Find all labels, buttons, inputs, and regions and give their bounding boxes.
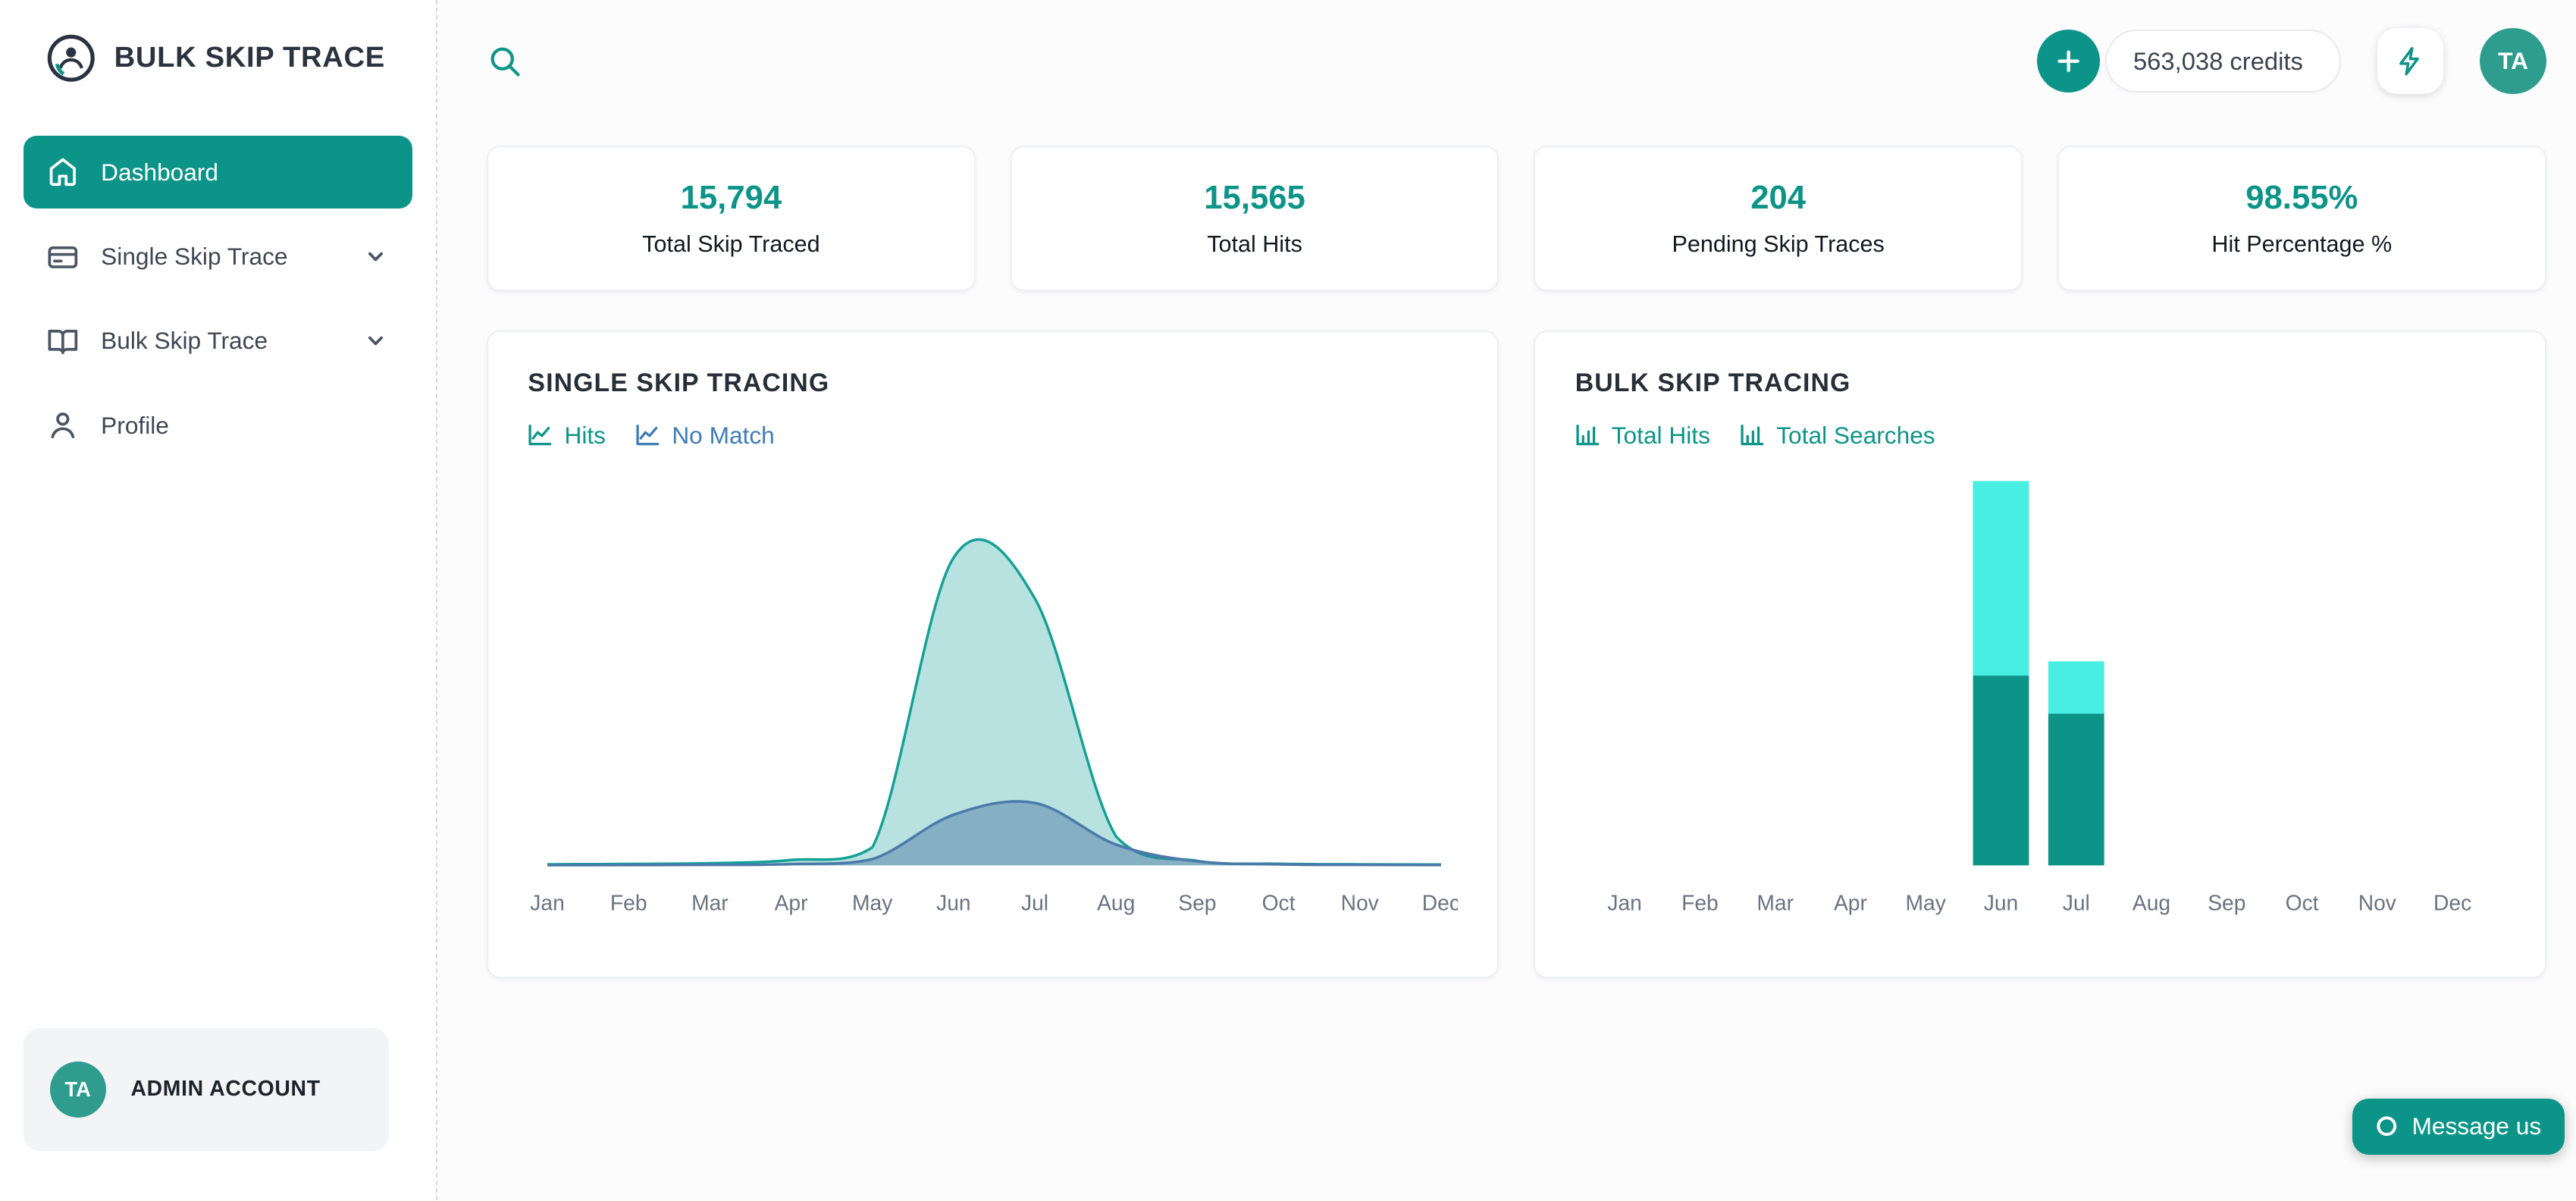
svg-text:Mar: Mar xyxy=(1757,890,1794,914)
chat-ring-icon xyxy=(2375,1115,2399,1138)
legend-hits[interactable]: Hits xyxy=(528,422,606,450)
svg-text:Oct: Oct xyxy=(2285,890,2318,914)
svg-text:Oct: Oct xyxy=(1262,890,1296,914)
bar-chart-bulk-skip-tracing: Jan Feb Mar Apr May Jun Jul Aug Sep Oct Nov Dec xyxy=(1607,480,2471,914)
svg-text:Nov: Nov xyxy=(2358,890,2396,914)
account-card[interactable]: TA ADMIN ACCOUNT xyxy=(23,1028,390,1151)
topbar: 563,038 credits TA xyxy=(487,0,2546,123)
user-icon xyxy=(46,409,80,442)
main-content: 563,038 credits TA 15,794 Total Skip Tra… xyxy=(437,0,2576,1200)
sidebar-item-profile[interactable]: Profile xyxy=(24,389,412,462)
svg-text:Jul: Jul xyxy=(2062,890,2089,914)
svg-text:Dec: Dec xyxy=(2433,890,2471,914)
svg-text:Jun: Jun xyxy=(1983,890,2017,914)
sidebar: BULK SKIP TRACE Dashboard Single xyxy=(0,0,437,1201)
stat-card-hit-percentage: 98.55% Hit Percentage % xyxy=(2057,146,2546,291)
account-avatar: TA xyxy=(49,1061,106,1118)
svg-text:Feb: Feb xyxy=(610,890,647,914)
legend-label: Hits xyxy=(564,421,606,449)
brand-name: BULK SKIP TRACE xyxy=(114,41,385,74)
stat-label: Hit Percentage % xyxy=(2211,231,2393,258)
stat-label: Total Hits xyxy=(1207,231,1302,258)
message-us-button[interactable]: Message us xyxy=(2352,1098,2565,1155)
quick-actions-button[interactable] xyxy=(2377,28,2444,95)
sidebar-nav: Dashboard Single Skip Trace xyxy=(23,136,412,462)
chart-column-icon xyxy=(1575,423,1600,448)
svg-text:Sep: Sep xyxy=(2208,890,2245,914)
brand: BULK SKIP TRACE xyxy=(24,30,412,83)
svg-text:Apr: Apr xyxy=(775,890,808,914)
stat-card-total-skip-traced: 15,794 Total Skip Traced xyxy=(487,146,976,291)
card-icon xyxy=(46,240,80,274)
chart-title: BULK SKIP TRACING xyxy=(1575,368,1851,398)
svg-text:Jan: Jan xyxy=(1607,890,1641,914)
sidebar-item-label: Dashboard xyxy=(101,158,219,186)
book-icon xyxy=(46,325,80,358)
svg-text:May: May xyxy=(852,890,893,914)
chart-legend: Hits No Match xyxy=(528,422,1458,450)
chart-line-icon xyxy=(635,423,660,448)
svg-text:Jan: Jan xyxy=(531,890,565,914)
brand-logo-icon xyxy=(46,33,96,83)
chevron-down-icon xyxy=(362,328,389,354)
stat-value: 15,794 xyxy=(680,178,782,216)
legend-no-match[interactable]: No Match xyxy=(635,422,775,450)
legend-label: Total Hits xyxy=(1611,421,1710,449)
legend-total-searches[interactable]: Total Searches xyxy=(1740,422,1935,450)
sidebar-item-label: Single Skip Trace xyxy=(101,242,288,270)
svg-text:Dec: Dec xyxy=(1422,890,1458,914)
chart-legend: Total Hits Total Searches xyxy=(1575,422,2505,450)
svg-text:Nov: Nov xyxy=(1341,890,1380,914)
svg-text:Sep: Sep xyxy=(1179,890,1217,914)
stats-row: 15,794 Total Skip Traced 15,565 Total Hi… xyxy=(487,146,2546,291)
credits-balance: 563,038 credits xyxy=(2105,30,2341,93)
area-chart-single-skip-tracing: Jan Feb Mar Apr May Jun Jul Aug Sep Oct Nov Dec xyxy=(531,538,1458,914)
svg-text:Apr: Apr xyxy=(1834,890,1867,914)
chevron-down-icon xyxy=(362,243,389,270)
legend-total-hits[interactable]: Total Hits xyxy=(1575,422,1710,450)
chart-title: SINGLE SKIP TRACING xyxy=(528,368,830,398)
account-label: ADMIN ACCOUNT xyxy=(130,1077,321,1102)
stat-value: 15,565 xyxy=(1204,178,1305,216)
topbar-right: 563,038 credits TA xyxy=(2037,28,2546,95)
stat-value: 204 xyxy=(1750,178,1807,216)
sidebar-item-bulk-skip-trace[interactable]: Bulk Skip Trace xyxy=(24,305,412,378)
search-icon[interactable] xyxy=(487,43,523,80)
credits-group: 563,038 credits xyxy=(2037,30,2341,93)
legend-label: Total Searches xyxy=(1776,421,1935,449)
stat-card-pending-skip-traces: 204 Pending Skip Traces xyxy=(1534,146,2023,291)
chart-line-icon xyxy=(528,423,553,448)
svg-text:Jun: Jun xyxy=(937,890,971,914)
stat-value: 98.55% xyxy=(2245,178,2358,216)
home-icon xyxy=(46,155,80,189)
bulk-skip-tracing-card: BULK SKIP TRACING Total Hits xyxy=(1534,331,2546,979)
charts-row: SINGLE SKIP TRACING Hits xyxy=(487,331,2546,979)
sidebar-item-label: Profile xyxy=(101,411,169,439)
sidebar-item-dashboard[interactable]: Dashboard xyxy=(23,136,412,209)
svg-text:Mar: Mar xyxy=(692,890,729,914)
sidebar-item-single-skip-trace[interactable]: Single Skip Trace xyxy=(24,220,412,293)
svg-text:Aug: Aug xyxy=(2133,890,2170,914)
svg-text:Feb: Feb xyxy=(1681,890,1719,914)
svg-text:May: May xyxy=(1905,890,1946,914)
sidebar-item-label: Bulk Skip Trace xyxy=(101,327,268,355)
stat-label: Pending Skip Traces xyxy=(1672,231,1885,258)
message-us-label: Message us xyxy=(2411,1112,2542,1140)
add-credits-button[interactable] xyxy=(2037,30,2101,93)
legend-label: No Match xyxy=(672,421,775,449)
chart-column-icon xyxy=(1740,423,1765,448)
stat-card-total-hits: 15,565 Total Hits xyxy=(1010,146,1500,291)
svg-text:Jul: Jul xyxy=(1021,890,1048,914)
user-avatar[interactable]: TA xyxy=(2480,28,2546,95)
stat-label: Total Skip Traced xyxy=(642,231,820,258)
svg-text:Aug: Aug xyxy=(1098,890,1136,914)
single-skip-tracing-card: SINGLE SKIP TRACING Hits xyxy=(487,331,1500,979)
